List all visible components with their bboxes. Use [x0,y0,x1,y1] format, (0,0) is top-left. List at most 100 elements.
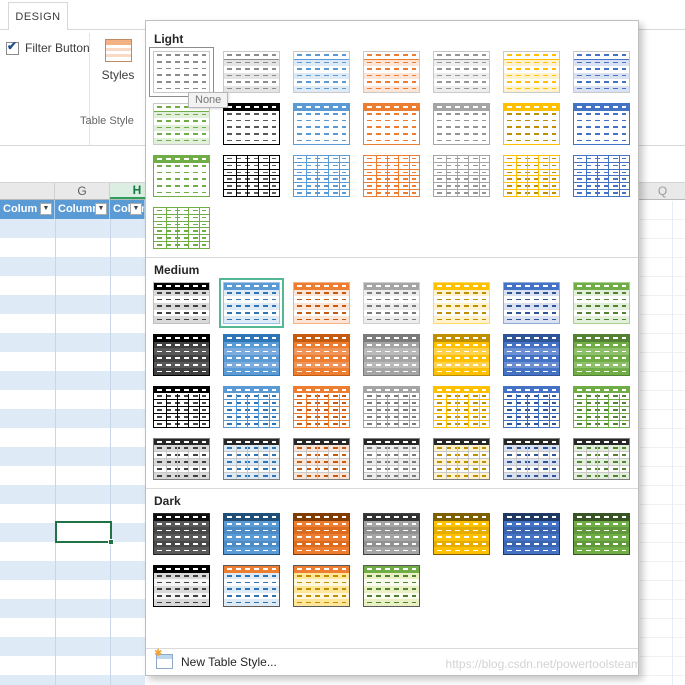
table-style-medium-14[interactable] [573,334,630,376]
worksheet-row[interactable] [0,409,145,428]
table-style-medium-11[interactable] [363,334,420,376]
worksheet-row[interactable] [0,542,145,561]
table-style-medium-12[interactable] [433,334,490,376]
worksheet-row[interactable] [0,390,145,409]
table-style-medium-24[interactable] [293,438,350,480]
worksheet-row[interactable] [0,637,145,656]
worksheet-row[interactable] [0,276,145,295]
active-cell-selection[interactable] [55,521,114,545]
table-style-dark-1[interactable] [153,513,210,555]
table-column-header[interactable]: Colum ▼ [0,200,55,219]
worksheet-row[interactable] [0,504,145,523]
table-style-light-10[interactable] [363,103,420,145]
table-style-light-15[interactable] [223,155,280,197]
table-style-light-20[interactable] [573,155,630,197]
table-style-medium-19[interactable] [433,386,490,428]
table-style-medium-16[interactable] [223,386,280,428]
worksheet-row[interactable] [0,295,145,314]
worksheet-row[interactable] [0,219,145,238]
checkbox-box[interactable]: ✔ [6,39,19,55]
table-style-medium-9[interactable] [223,334,280,376]
worksheet-row[interactable] [0,618,145,637]
column-header-q[interactable]: Q [657,184,668,198]
worksheet-row[interactable] [0,656,145,675]
worksheet-row[interactable] [0,675,145,685]
table-style-light-4[interactable] [433,51,490,93]
table-column-header[interactable]: Column ▼ [55,200,110,219]
table-style-medium-13[interactable] [503,334,560,376]
table-style-dark-10[interactable] [293,565,350,607]
column-header-g[interactable]: G [55,183,110,199]
table-style-light-11[interactable] [433,103,490,145]
table-style-light-3[interactable] [363,51,420,93]
worksheet-row[interactable] [0,466,145,485]
table-style-dark-5[interactable] [433,513,490,555]
worksheet-row[interactable] [0,257,145,276]
filter-dropdown-button[interactable]: ▼ [95,203,107,215]
worksheet-row[interactable] [0,371,145,390]
table-style-medium-3[interactable] [293,282,350,324]
table-style-medium-2[interactable] [219,278,284,328]
table-style-medium-26[interactable] [433,438,490,480]
table-style-dark-9[interactable] [223,565,280,607]
table-styles-gallery-button[interactable]: Styles [94,35,142,109]
table-style-light-19[interactable] [503,155,560,197]
table-style-light-18[interactable] [433,155,490,197]
table-style-dark-7[interactable] [573,513,630,555]
table-style-medium-7[interactable] [573,282,630,324]
new-table-style-item[interactable]: ✱ New Table Style... [146,648,638,675]
table-style-light-21[interactable] [153,207,210,249]
worksheet-row[interactable] [0,352,145,371]
table-style-light-17[interactable] [363,155,420,197]
worksheet-row[interactable] [0,314,145,333]
column-header-f[interactable] [0,183,55,199]
table-column-header[interactable]: Colum ▼ [110,200,145,219]
table-style-medium-15[interactable] [153,386,210,428]
worksheet-row[interactable] [0,428,145,447]
table-style-medium-10[interactable] [293,334,350,376]
table-style-medium-22[interactable] [153,438,210,480]
table-style-medium-6[interactable] [503,282,560,324]
table-style-light-12[interactable] [503,103,560,145]
worksheet-row[interactable] [0,447,145,466]
worksheet-row[interactable] [0,561,145,580]
table-style-none[interactable] [149,47,214,97]
table-style-light-9[interactable] [293,103,350,145]
filter-dropdown-button[interactable]: ▼ [40,203,52,215]
table-style-medium-28[interactable] [573,438,630,480]
table-style-light-1[interactable] [223,51,280,93]
filter-dropdown-button[interactable]: ▼ [130,203,142,215]
table-style-medium-20[interactable] [503,386,560,428]
table-style-dark-2[interactable] [223,513,280,555]
table-style-medium-27[interactable] [503,438,560,480]
table-style-medium-23[interactable] [223,438,280,480]
table-style-light-7[interactable] [153,103,210,145]
table-style-medium-17[interactable] [293,386,350,428]
worksheet-row[interactable] [0,580,145,599]
table-style-dark-8[interactable] [153,565,210,607]
table-style-medium-4[interactable] [363,282,420,324]
table-style-light-5[interactable] [503,51,560,93]
table-style-light-6[interactable] [573,51,630,93]
table-style-medium-8[interactable] [153,334,210,376]
table-style-medium-25[interactable] [363,438,420,480]
fill-handle[interactable] [108,539,114,545]
table-style-light-13[interactable] [573,103,630,145]
worksheet-row[interactable] [0,238,145,257]
worksheet-row[interactable] [0,599,145,618]
table-style-medium-5[interactable] [433,282,490,324]
table-style-light-2[interactable] [293,51,350,93]
filter-button-checkbox[interactable]: ✔ Filter Button [6,39,90,55]
table-style-dark-4[interactable] [363,513,420,555]
table-style-dark-11[interactable] [363,565,420,607]
table-style-dark-6[interactable] [503,513,560,555]
table-style-medium-18[interactable] [363,386,420,428]
table-style-medium-1[interactable] [153,282,210,324]
table-style-light-16[interactable] [293,155,350,197]
table-style-medium-21[interactable] [573,386,630,428]
table-style-light-14[interactable] [153,155,210,197]
tab-design[interactable]: DESIGN [8,2,68,30]
table-style-dark-3[interactable] [293,513,350,555]
worksheet-row[interactable] [0,485,145,504]
table-style-light-8[interactable] [223,103,280,145]
